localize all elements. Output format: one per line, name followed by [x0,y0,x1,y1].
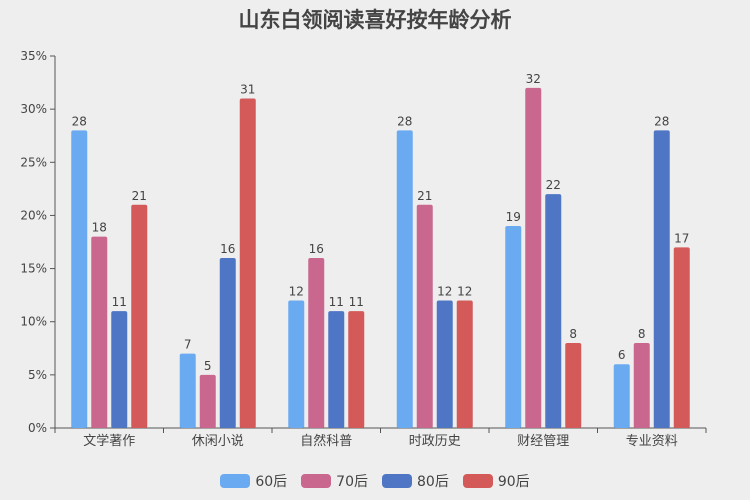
data-label: 21 [132,189,147,203]
legend-label: 70后 [336,474,368,490]
x-tick-label: 自然科普 [300,433,352,449]
data-label: 11 [329,295,344,309]
data-label: 22 [546,178,561,192]
bar[interactable] [328,311,345,428]
x-tick-label: 时政历史 [409,434,461,449]
data-label: 28 [72,114,87,128]
y-tick-label: 20% [20,208,47,222]
data-label: 8 [638,327,646,341]
data-label: 28 [397,114,412,128]
legend-label: 80后 [417,474,449,490]
bar[interactable] [545,194,562,428]
data-label: 18 [92,221,107,235]
bar[interactable] [613,364,630,428]
data-label: 7 [184,338,192,352]
bar[interactable] [179,353,196,428]
data-label: 6 [618,348,626,362]
legend-swatch [382,474,412,488]
data-label: 5 [204,359,212,373]
data-label: 11 [112,295,127,309]
legend-label: 90后 [497,474,530,490]
bar[interactable] [91,236,108,428]
bar[interactable] [396,130,413,428]
data-label: 16 [220,242,235,256]
bar[interactable] [219,257,236,428]
legend: 60后 70后 80后 90后 [0,471,750,491]
data-label: 8 [569,327,577,341]
bar[interactable] [653,130,670,428]
legend-item[interactable]: 70后 [301,471,368,491]
data-label: 12 [437,284,452,298]
y-tick-label: 25% [20,155,47,169]
bar[interactable] [416,204,433,428]
legend-item[interactable]: 80后 [382,471,449,491]
y-tick-label: 35% [20,49,47,63]
bar[interactable] [673,247,690,428]
bar[interactable] [436,300,453,428]
y-tick-label: 0% [28,421,47,435]
y-tick-label: 30% [20,102,47,116]
bar[interactable] [239,98,256,428]
legend-item[interactable]: 60后 [220,471,287,491]
bar[interactable] [456,300,473,428]
bar[interactable] [308,257,325,428]
data-label: 31 [240,83,255,97]
data-label: 17 [674,231,689,245]
data-label: 12 [289,284,304,298]
bar[interactable] [199,374,216,428]
y-tick-label: 5% [28,368,47,382]
y-tick-label: 10% [20,315,47,329]
data-label: 28 [654,114,669,128]
bar[interactable] [131,204,148,428]
x-tick-label: 文学著作 [83,433,135,449]
y-tick-label: 15% [20,262,47,276]
x-tick-label: 休闲小说 [192,434,244,449]
data-label: 16 [309,242,324,256]
chart-title: 山东白领阅读喜好按年龄分析 [238,8,512,32]
legend-swatch [301,474,332,488]
bar[interactable] [565,342,582,428]
legend-item[interactable]: 90后 [462,471,530,491]
data-label: 12 [457,284,472,298]
legend-label: 60后 [255,474,288,490]
legend-swatch [220,474,251,488]
data-label: 19 [506,210,521,224]
bar[interactable] [633,342,650,428]
bar[interactable] [71,130,88,428]
data-label: 21 [417,189,432,203]
bar[interactable] [505,226,522,428]
data-label: 11 [349,295,364,309]
bar[interactable] [288,300,305,428]
data-label: 32 [526,72,541,86]
bar[interactable] [111,311,128,428]
legend-swatch [462,474,493,488]
x-tick-label: 财经管理 [517,434,569,449]
bar[interactable] [348,311,365,428]
bar[interactable] [525,87,542,428]
x-tick-label: 专业资料 [626,434,678,449]
